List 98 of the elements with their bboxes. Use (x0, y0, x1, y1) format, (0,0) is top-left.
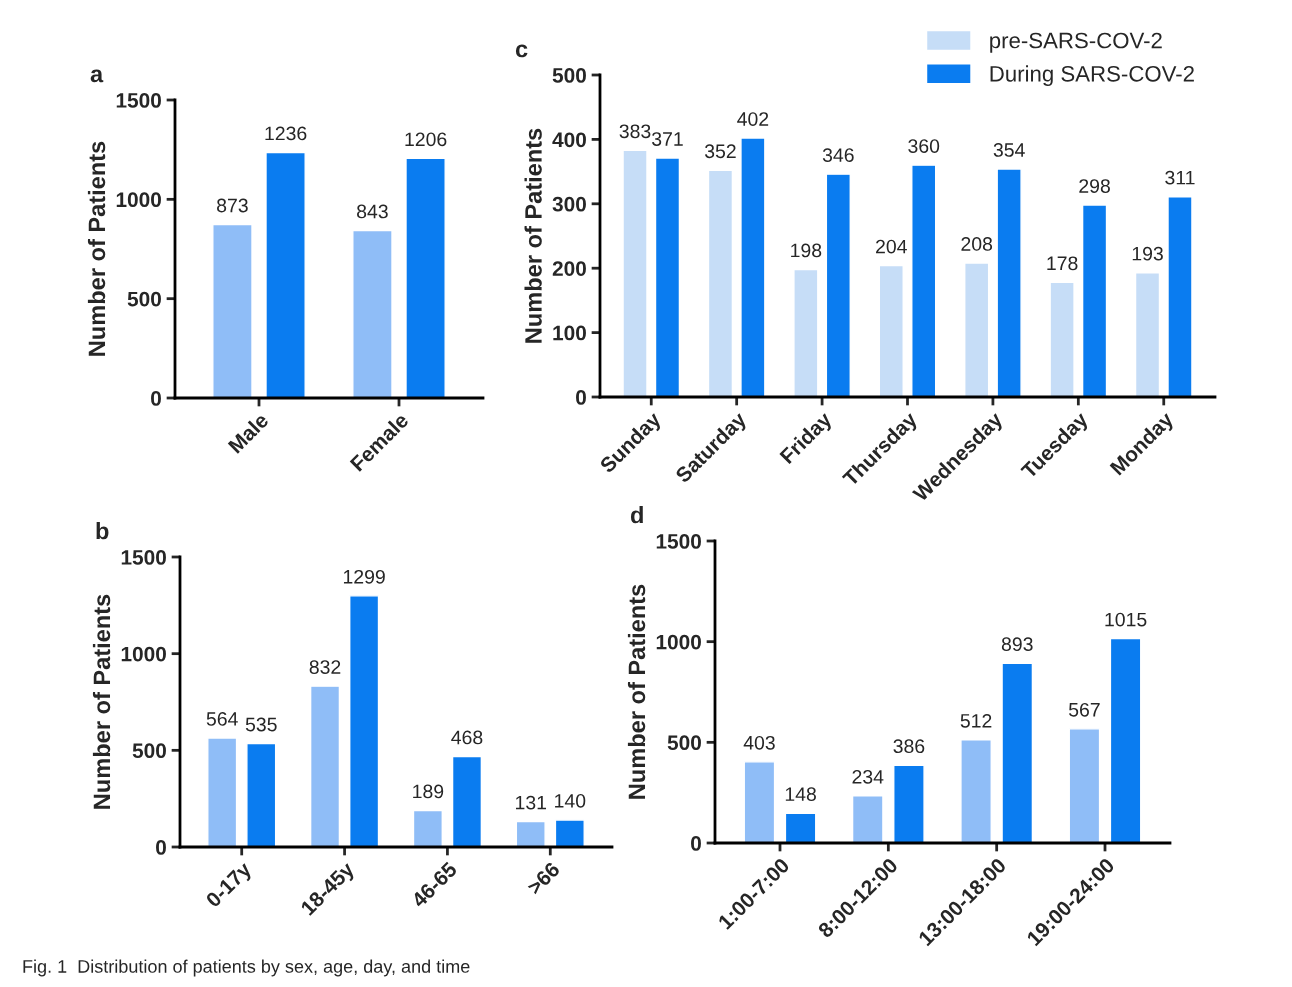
data-label: 567 (1068, 702, 1100, 717)
bar (349, 595, 380, 847)
bar (784, 812, 817, 843)
bar (352, 229, 393, 398)
bar (1109, 637, 1142, 843)
chart-title: a (90, 69, 104, 83)
y-tick-label: 300 (552, 196, 586, 212)
data-label: 354 (993, 143, 1025, 157)
data-label: 564 (206, 712, 238, 726)
data-label: 832 (309, 660, 341, 674)
data-label: 843 (357, 204, 388, 219)
chart-title: d (630, 506, 643, 524)
y-tick-label: 200 (552, 261, 586, 276)
data-label: 352 (704, 144, 736, 159)
y-tick-label: 1500 (121, 550, 166, 565)
data-label: 512 (960, 713, 992, 728)
bar (212, 223, 253, 398)
y-tick-label: 400 (552, 132, 586, 148)
bar (1001, 662, 1034, 843)
bar (515, 820, 546, 847)
data-label: 1015 (1105, 612, 1147, 627)
bar (451, 755, 483, 847)
y-tick-label: 1500 (116, 93, 161, 108)
data-label: 140 (555, 793, 586, 808)
y-tick-label: 1000 (116, 192, 161, 208)
data-label: 403 (743, 735, 775, 750)
data-label: 360 (908, 139, 940, 153)
bar (622, 149, 648, 397)
bar (851, 795, 884, 843)
y-axis-title: Number of Patients (87, 141, 106, 356)
data-label: 189 (413, 784, 444, 799)
bar (996, 168, 1022, 397)
bar (207, 737, 238, 847)
data-label: 311 (1165, 170, 1195, 185)
data-label: 234 (852, 769, 884, 784)
bar (707, 169, 734, 397)
bar (654, 157, 681, 397)
bar (793, 268, 819, 397)
bar (1167, 196, 1193, 397)
y-tick-label: 500 (132, 743, 166, 759)
bar (1068, 728, 1101, 843)
data-label: 893 (1001, 637, 1033, 652)
y-tick-label: 500 (127, 291, 161, 307)
data-label: 298 (1079, 179, 1110, 193)
data-label: 1236 (265, 126, 307, 141)
data-label: 1299 (343, 569, 385, 584)
data-label: 386 (893, 739, 925, 754)
y-axis-title: Number of Patients (524, 128, 542, 343)
bar (878, 264, 904, 397)
data-label: 193 (1132, 246, 1163, 261)
bar (743, 761, 776, 843)
y-tick-label: 500 (552, 68, 586, 83)
x-tick-label: >66 (526, 861, 561, 896)
y-tick-label: 1500 (656, 534, 701, 549)
y-tick-label: 0 (576, 390, 586, 405)
y-tick-label: 0 (156, 840, 166, 855)
data-label: 371 (652, 132, 683, 146)
bar (265, 151, 306, 398)
legend-label: During SARS-COV-2 (990, 65, 1194, 87)
data-label: 346 (822, 148, 854, 162)
chart-title: b (96, 522, 109, 540)
data-label: 198 (791, 243, 822, 258)
y-tick-label: 0 (691, 836, 701, 851)
bar (960, 739, 992, 843)
bar (825, 173, 851, 397)
legend-label: pre-SARS-COV-2 (990, 32, 1162, 53)
data-label: 468 (451, 730, 483, 745)
bar (246, 742, 277, 847)
data-label: 208 (961, 237, 993, 251)
y-tick-label: 1000 (656, 634, 701, 650)
bar (1081, 204, 1108, 397)
y-tick-label: 0 (151, 391, 161, 406)
y-axis-title: Number of Patients (92, 594, 111, 809)
bar (405, 157, 446, 398)
chart-title: c (515, 44, 528, 58)
bar (740, 137, 766, 397)
y-tick-label: 100 (553, 325, 586, 341)
caption: Fig. 1 Distribution of patients by sex, age, day, and time (23, 959, 470, 977)
data-label: 178 (1047, 256, 1078, 271)
bar (1134, 272, 1161, 397)
data-label: 402 (737, 112, 769, 126)
bar (1049, 281, 1075, 397)
bar (412, 809, 443, 847)
y-axis-title: Number of Patients (627, 584, 646, 799)
data-label: 148 (785, 787, 816, 802)
bar (309, 685, 341, 847)
bar (893, 764, 925, 843)
bar (554, 819, 585, 847)
y-tick-label: 1000 (121, 646, 166, 662)
data-label: 204 (876, 239, 907, 254)
bar (911, 164, 937, 397)
data-label: 535 (245, 717, 277, 732)
y-tick-label: 500 (667, 735, 701, 751)
data-label: 1206 (405, 132, 447, 147)
data-label: 873 (217, 198, 248, 213)
bar (964, 262, 990, 397)
data-label: 131 (516, 795, 547, 810)
data-label: 383 (619, 124, 651, 139)
